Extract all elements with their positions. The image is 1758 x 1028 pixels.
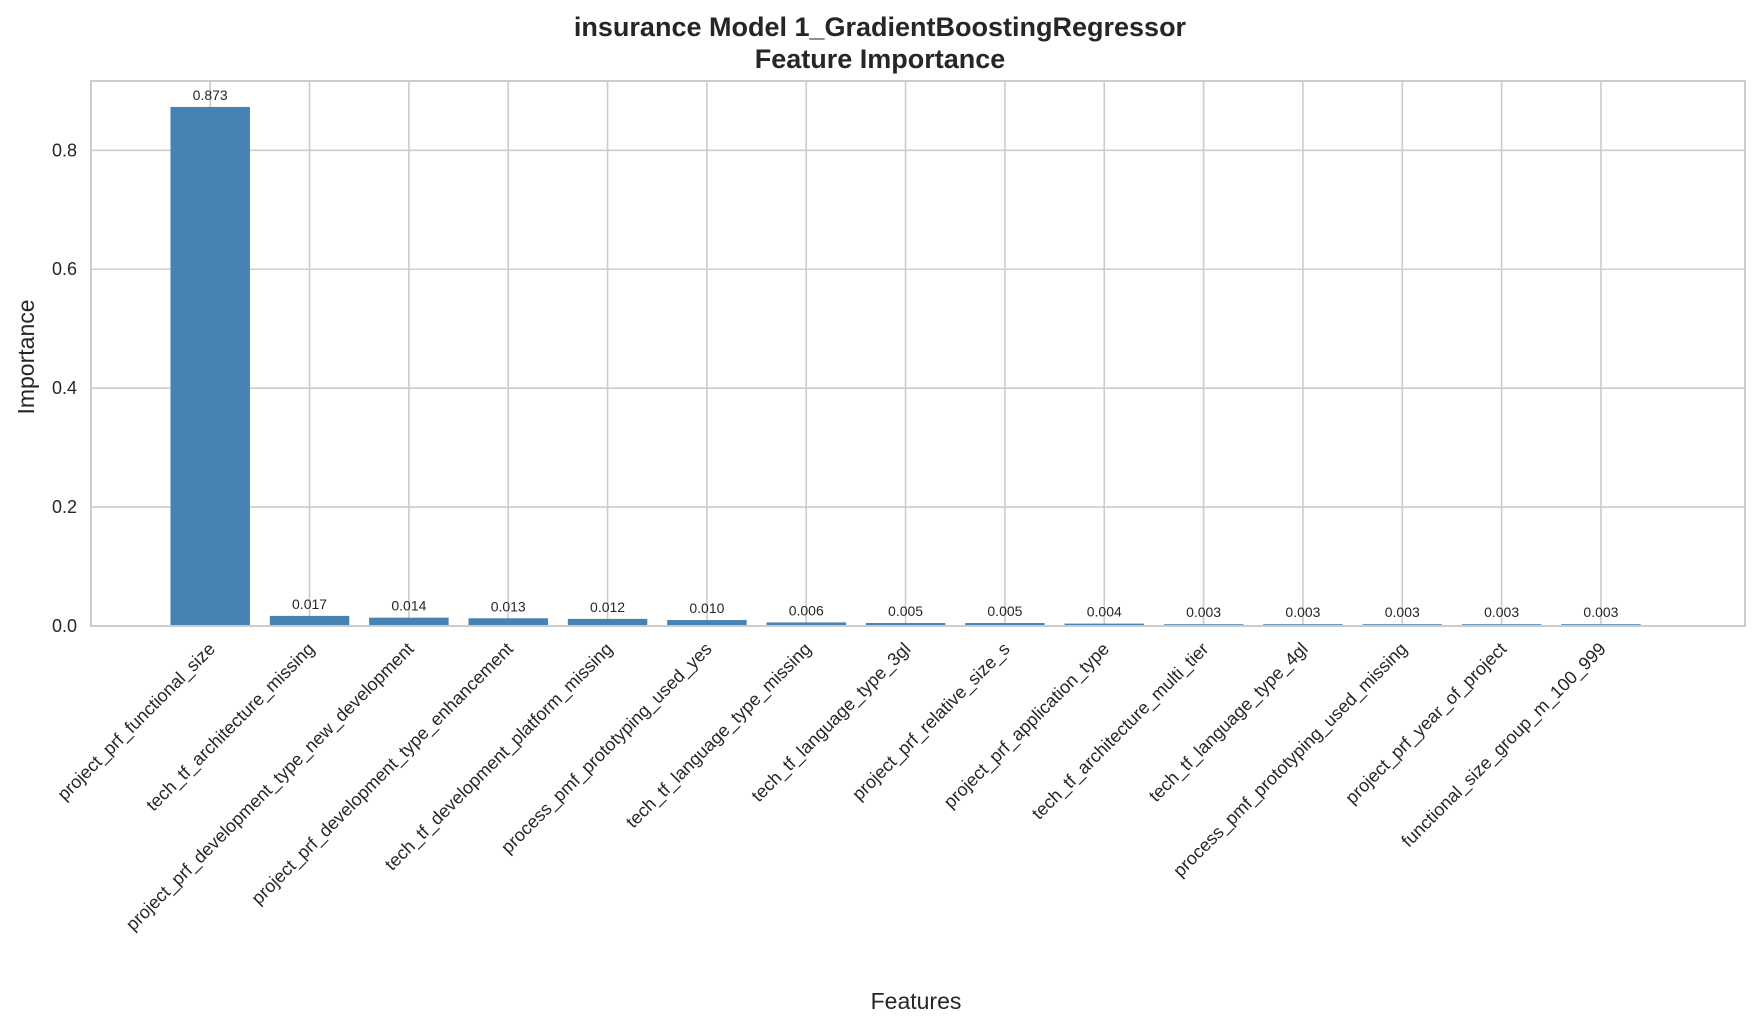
x-tick-label: process_pmf_prototyping_used_yes: [497, 639, 716, 858]
x-tick-label: tech_tf_development_platform_missing: [381, 639, 617, 875]
x-tick-label: project_prf_functional_size: [53, 639, 219, 805]
bar-value-label: 0.006: [789, 602, 824, 618]
bar-value-label: 0.004: [1087, 604, 1122, 620]
bar: [269, 615, 350, 626]
y-tick-label: 0.4: [52, 378, 77, 398]
bar: [965, 623, 1045, 626]
x-axis-ticks: project_prf_functional_sizetech_tf_archi…: [53, 639, 1610, 935]
bar-value-label: 0.003: [1385, 604, 1420, 620]
chart-subtitle: Feature Importance: [755, 44, 1006, 74]
bar-value-label: 0.010: [689, 600, 724, 616]
x-tick-label: tech_tf_architecture_multi_tier: [1028, 639, 1213, 824]
bar-value-label: 0.012: [590, 599, 625, 615]
bar: [1064, 623, 1144, 626]
grid-layer: [91, 81, 1745, 627]
x-tick-label: tech_tf_language_type_3gl: [747, 639, 915, 807]
y-tick-label: 0.0: [52, 616, 77, 636]
x-tick-label: project_prf_application_type: [940, 639, 1114, 813]
bar: [170, 106, 250, 626]
x-axis-label: Features: [871, 988, 962, 1014]
bar-value-label: 0.003: [1583, 604, 1618, 620]
bar-value-label: 0.003: [1186, 604, 1221, 620]
bar: [865, 623, 946, 626]
y-axis-ticks: 0.0 0.2 0.4 0.6 0.8: [52, 140, 77, 636]
y-tick-label: 0.8: [52, 140, 77, 160]
x-tick-label: project_prf_year_of_project: [1341, 639, 1511, 809]
data-labels-layer: 0.873 0.017 0.014 0.013 0.012 0.010 0.006 0.005…: [193, 87, 1619, 620]
bar-value-label: 0.005: [888, 603, 923, 619]
bar-value-label: 0.017: [292, 596, 327, 612]
plot-frame: [90, 80, 1746, 627]
x-tick-label: project_prf_relative_size_s: [848, 639, 1014, 805]
bars-layer: [170, 106, 1641, 626]
bar: [369, 617, 449, 626]
bar-value-label: 0.014: [391, 598, 426, 614]
x-tick-label: tech_tf_language_type_4gl: [1145, 639, 1313, 807]
bar: [468, 618, 548, 626]
y-tick-label: 0.6: [52, 259, 77, 279]
y-axis-label: Importance: [13, 299, 39, 414]
y-tick-label: 0.2: [52, 497, 77, 517]
x-tick-label: functional_size_group_m_100_999: [1397, 639, 1610, 852]
bar-value-label: 0.005: [987, 603, 1022, 619]
bar-value-label: 0.873: [193, 87, 228, 103]
bar: [667, 620, 747, 626]
bar-value-label: 0.003: [1285, 604, 1320, 620]
bar-value-label: 0.003: [1484, 604, 1519, 620]
chart-title: insurance Model 1_GradientBoostingRegres…: [574, 12, 1187, 42]
bar: [766, 622, 846, 626]
x-tick-label: tech_tf_language_type_missing: [622, 639, 816, 833]
bar: [567, 618, 648, 626]
x-tick-label: tech_tf_architecture_missing: [142, 639, 319, 816]
bar-value-label: 0.013: [491, 598, 526, 614]
